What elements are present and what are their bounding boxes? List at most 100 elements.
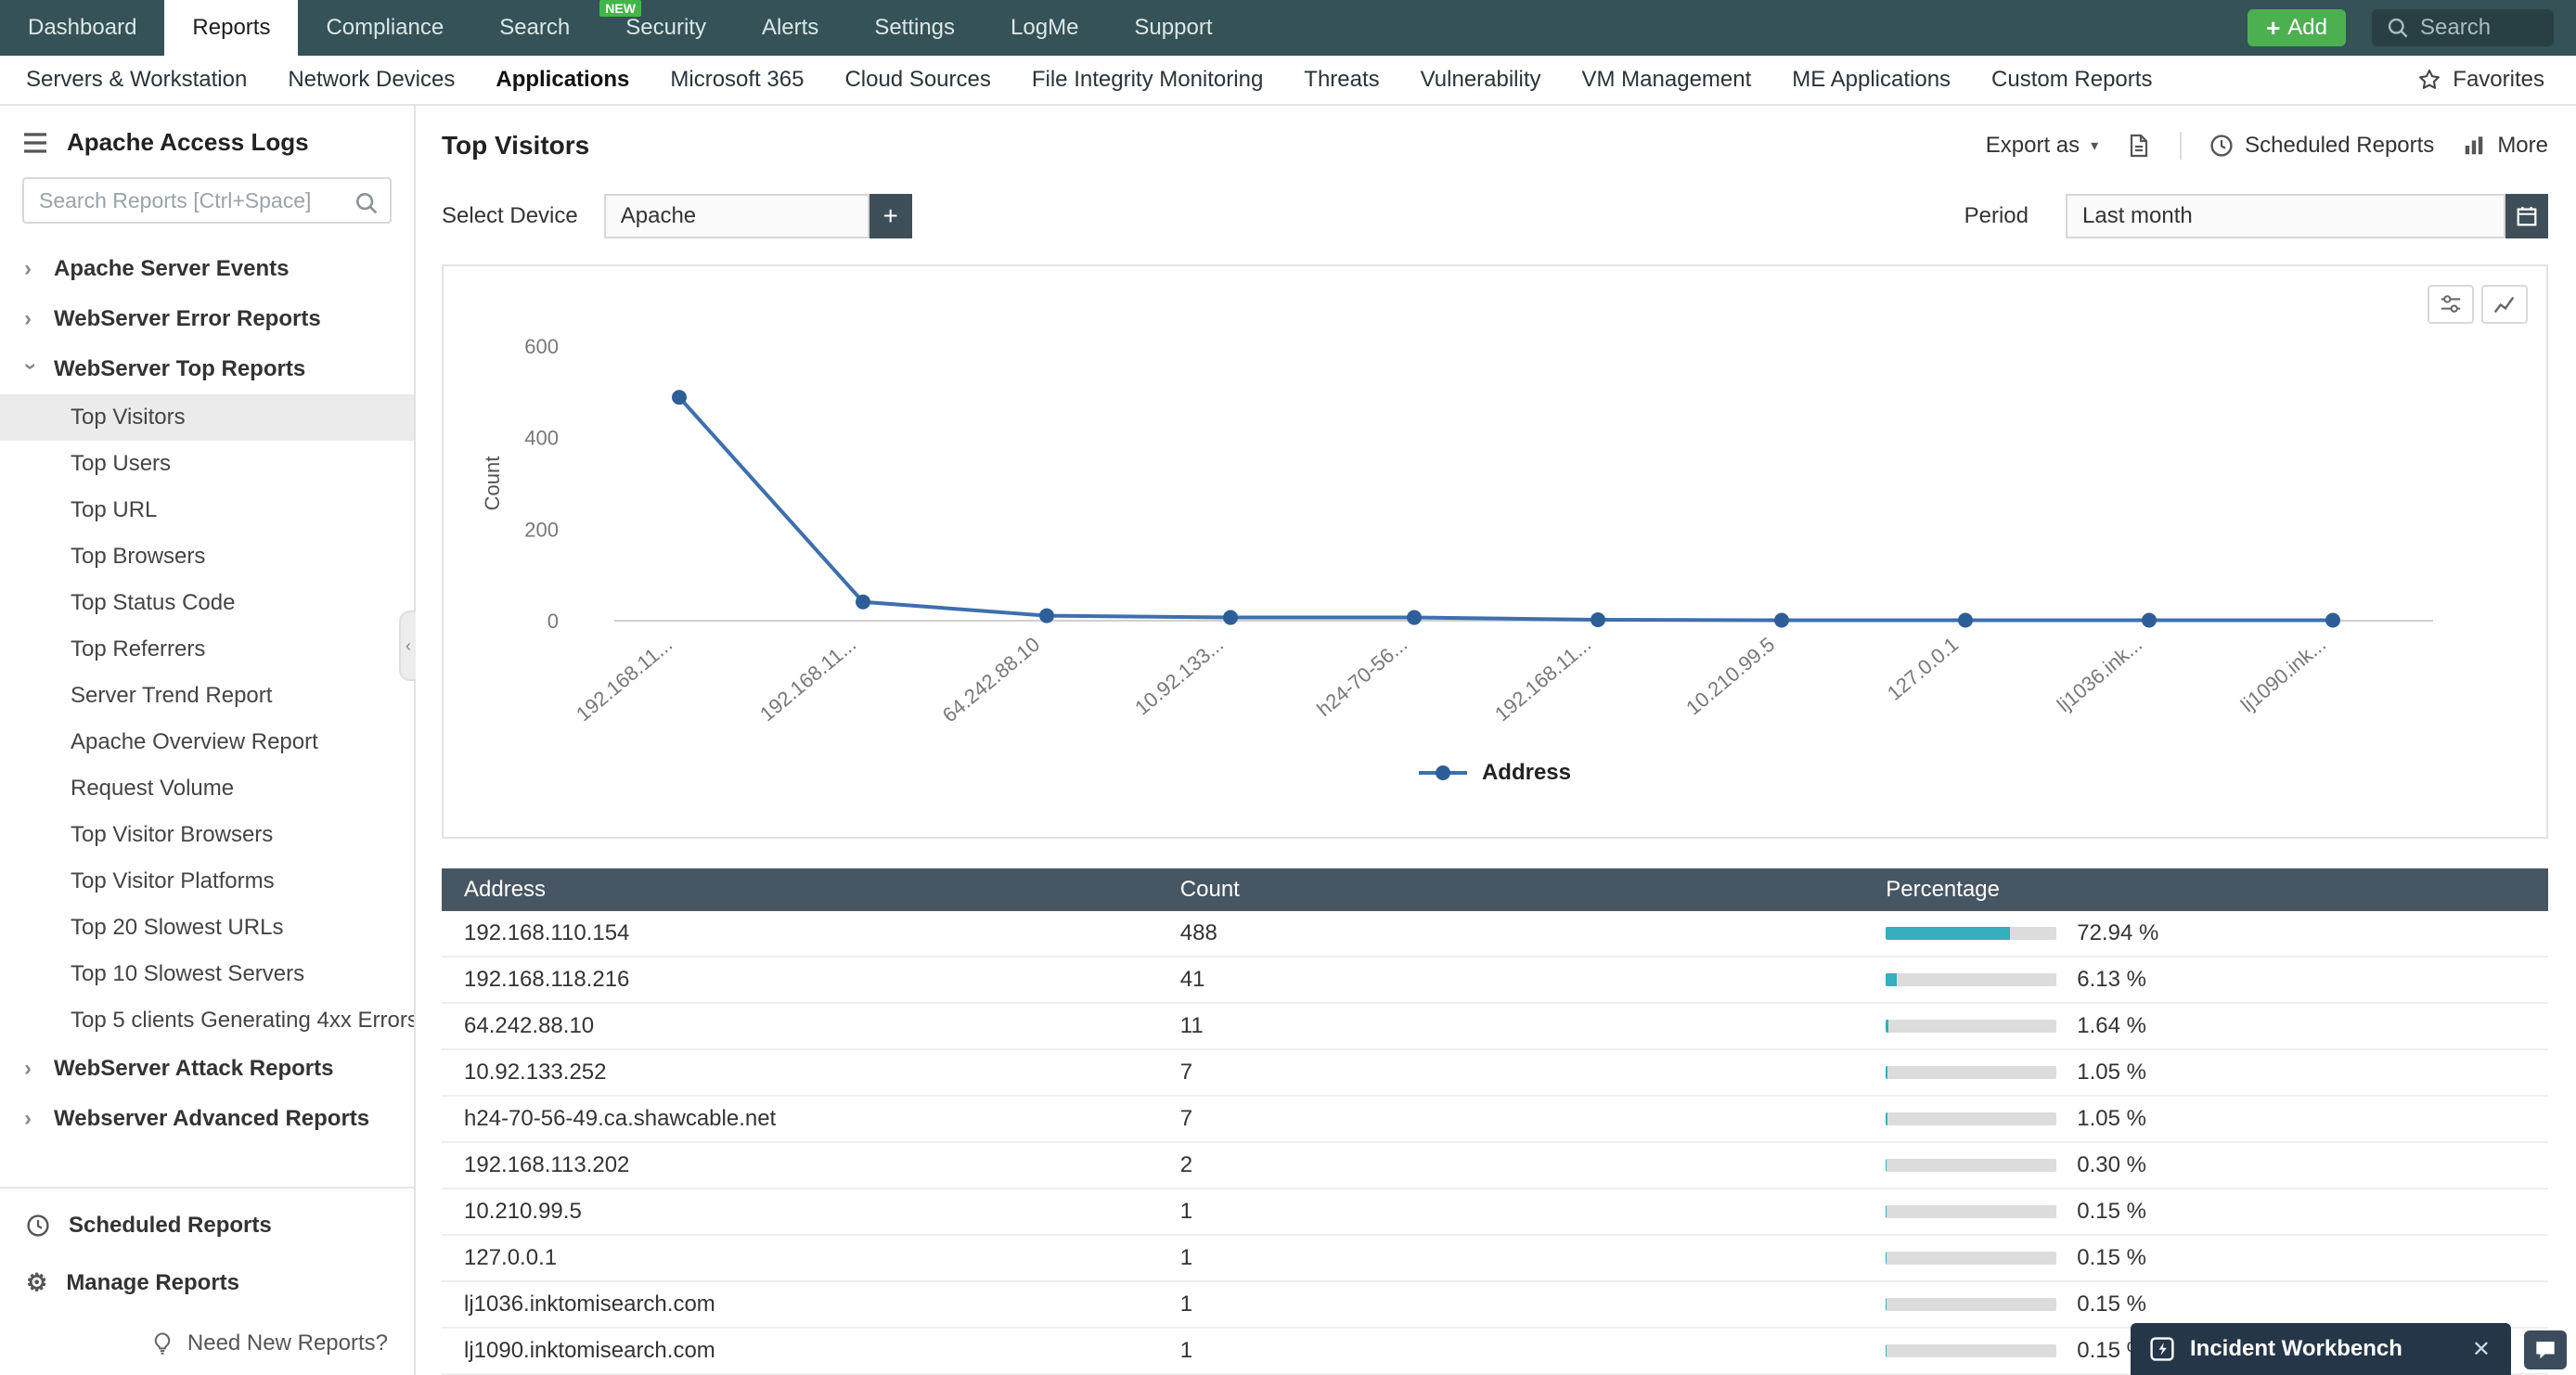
table-row[interactable]: 10.210.99.5 1 0.15 %	[442, 1189, 2548, 1236]
top-nav-item[interactable]: Alerts	[734, 0, 846, 56]
column-header-count: Count	[1179, 877, 1240, 902]
table-row[interactable]: h24-70-56-49.ca.shawcable.net 7 1.05 %	[442, 1097, 2548, 1143]
close-icon[interactable]	[2470, 1336, 2492, 1363]
tree-item-label: Top Visitor Platforms	[71, 868, 275, 893]
sidebar-scheduled-reports[interactable]: Scheduled Reports	[0, 1198, 414, 1253]
tree-item[interactable]: WebServer Error Reports	[0, 294, 414, 344]
cell-percentage: 0.15 %	[1863, 1245, 2548, 1271]
secondary-nav-item[interactable]: ME Applications	[1771, 67, 1971, 93]
percentage-bar-track	[1886, 1252, 2057, 1265]
tree-item-label: Webserver Advanced Reports	[54, 1106, 370, 1131]
tree-item[interactable]: Top Referrers	[0, 626, 414, 673]
top-nav-item[interactable]: Compliance	[298, 0, 471, 56]
feedback-chat-button[interactable]	[2524, 1330, 2567, 1369]
tree-item[interactable]: Top 5 clients Generating 4xx Errors	[0, 997, 414, 1044]
period-input[interactable]	[2066, 193, 2505, 238]
tree-item[interactable]: WebServer Top Reports	[0, 344, 414, 394]
table-row[interactable]: 127.0.0.1 1 0.15 %	[442, 1236, 2548, 1282]
chart-settings-button[interactable]	[2428, 284, 2474, 324]
favorites-link[interactable]: Favorites	[2417, 67, 2570, 93]
top-nav-item[interactable]: LogMe	[983, 0, 1106, 56]
secondary-nav-item-label: Custom Reports	[1991, 67, 2153, 92]
tree-item[interactable]: Top 20 Slowest URLs	[0, 905, 414, 951]
add-device-button[interactable]	[869, 193, 912, 238]
cell-address: h24-70-56-49.ca.shawcable.net	[464, 1106, 777, 1131]
cell-percentage: 0.30 %	[1863, 1152, 2548, 1178]
tree-item[interactable]: Apache Server Events	[0, 244, 414, 294]
top-nav-item[interactable]: NEW Security	[598, 0, 734, 56]
secondary-nav-item[interactable]: Cloud Sources	[824, 67, 1011, 93]
gear-icon: ⚙	[26, 1268, 48, 1296]
secondary-nav-item[interactable]: Vulnerability	[1400, 67, 1562, 93]
export-as-label: Export as	[1985, 133, 2080, 159]
table-row[interactable]: 192.168.110.154 488 72.94 %	[442, 911, 2548, 957]
tree-item[interactable]: Top Users	[0, 441, 414, 487]
global-search-input[interactable]: Search	[2372, 9, 2554, 46]
cell-address: 192.168.113.202	[464, 1152, 630, 1177]
tree-item[interactable]: Top Browsers	[0, 533, 414, 580]
cell-address: 192.168.110.154	[464, 920, 630, 945]
table-row[interactable]: 10.92.133.252 7 1.05 %	[442, 1050, 2548, 1097]
calendar-button[interactable]	[2505, 193, 2548, 238]
tree-item[interactable]: Webserver Advanced Reports	[0, 1094, 414, 1144]
top-nav: Dashboard Reports Compliance Search	[0, 0, 2576, 56]
tree-item[interactable]: Request Volume	[0, 765, 414, 812]
secondary-nav-item[interactable]: Servers & Workstation	[6, 67, 267, 93]
tree-item[interactable]: Top 10 Slowest Servers	[0, 951, 414, 997]
tree-item-label: Apache Server Events	[54, 256, 290, 281]
sidebar-manage-reports[interactable]: ⚙ Manage Reports	[0, 1253, 414, 1312]
tree-item[interactable]: Top Visitors	[0, 394, 414, 441]
tree-item[interactable]: WebServer Attack Reports	[0, 1044, 414, 1094]
secondary-nav-item[interactable]: Custom Reports	[1971, 67, 2172, 93]
tree-item[interactable]: Server Trend Report	[0, 673, 414, 719]
scheduled-reports-label: Scheduled Reports	[2245, 133, 2435, 159]
percentage-bar-track	[1886, 1298, 2057, 1311]
tree-item-label: Top 5 clients Generating 4xx Errors	[71, 1008, 414, 1033]
line-chart-icon	[2492, 292, 2517, 316]
top-nav-item[interactable]: Dashboard	[0, 0, 164, 56]
table-row[interactable]: 64.242.88.10 11 1.64 %	[442, 1004, 2548, 1050]
hamburger-menu-icon[interactable]	[22, 132, 48, 154]
tree-item[interactable]: Top Status Code	[0, 580, 414, 626]
chevron-icon	[24, 1058, 41, 1080]
report-search-input[interactable]	[22, 177, 392, 224]
tree-item[interactable]: Top Visitor Platforms	[0, 858, 414, 905]
cell-count: 1	[1179, 1291, 1193, 1317]
more-button[interactable]: More	[2462, 133, 2548, 159]
tree-item[interactable]: Apache Overview Report	[0, 719, 414, 765]
chart-legend[interactable]: Address	[470, 760, 2520, 786]
export-as-button[interactable]: Export as ▾	[1986, 133, 2098, 159]
secondary-nav-item[interactable]: Threats	[1283, 67, 1399, 93]
percentage-value: 6.13 %	[2077, 967, 2146, 992]
new-badge: NEW	[599, 0, 641, 17]
top-nav-item[interactable]: Support	[1106, 0, 1240, 56]
sidebar-collapse-handle[interactable]: ‹	[399, 610, 416, 681]
percentage-bar-track	[1886, 1344, 2057, 1357]
secondary-nav-item[interactable]: Applications	[475, 67, 650, 93]
top-nav-item[interactable]: Search	[471, 0, 598, 56]
secondary-nav-item[interactable]: VM Management	[1562, 67, 1772, 93]
secondary-nav-item[interactable]: File Integrity Monitoring	[1011, 67, 1283, 93]
secondary-nav-item-label: Network Devices	[288, 67, 456, 92]
secondary-nav-item[interactable]: Network Devices	[267, 67, 475, 93]
add-button[interactable]: Add	[2248, 9, 2346, 46]
table-row[interactable]: lj1036.inktomisearch.com 1 0.15 %	[442, 1282, 2548, 1329]
percentage-bar-track	[1886, 1112, 2057, 1125]
tree-item[interactable]: Top URL	[0, 487, 414, 533]
secondary-nav-item-label: Vulnerability	[1420, 67, 1541, 92]
table-row[interactable]: 192.168.118.216 41 6.13 %	[442, 957, 2548, 1004]
top-nav-item[interactable]: Reports	[164, 0, 299, 56]
top-nav-item[interactable]: Settings	[846, 0, 983, 56]
secondary-nav-item[interactable]: Microsoft 365	[650, 67, 824, 93]
tree-item[interactable]: Top Visitor Browsers	[0, 812, 414, 858]
top-nav-item-label: Support	[1134, 15, 1213, 40]
export-report-icon-button[interactable]	[2126, 133, 2152, 159]
chart-type-button[interactable]	[2481, 284, 2528, 324]
scheduled-reports-button[interactable]: Scheduled Reports	[2209, 133, 2434, 159]
table-row[interactable]: 192.168.113.202 2 0.30 %	[442, 1143, 2548, 1189]
device-input[interactable]	[603, 193, 869, 238]
cell-address: 64.242.88.10	[464, 1013, 595, 1038]
need-new-reports-link[interactable]: Need New Reports?	[0, 1312, 414, 1368]
incident-workbench-bar[interactable]: Incident Workbench	[2131, 1323, 2511, 1375]
